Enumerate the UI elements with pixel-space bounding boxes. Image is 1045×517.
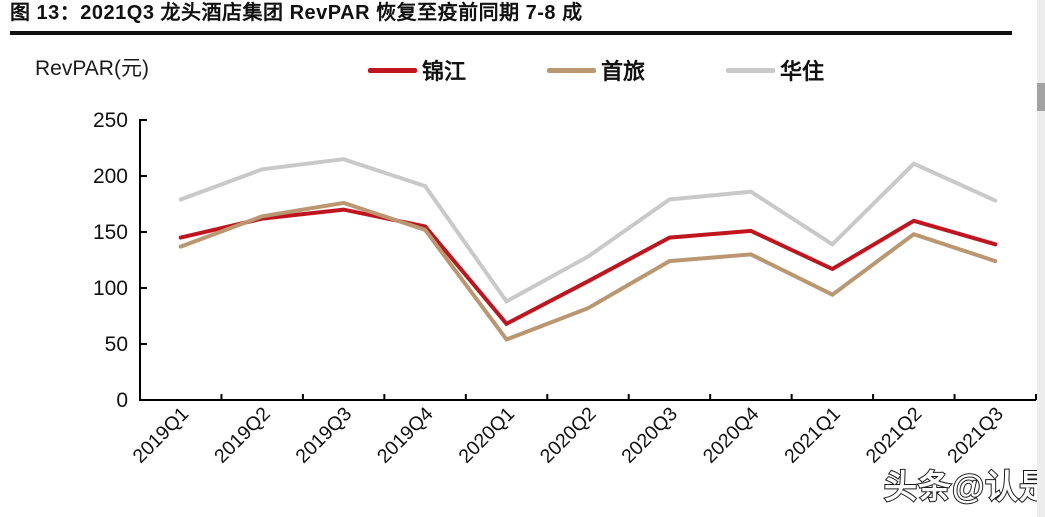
watermark: 头条@认是 bbox=[883, 467, 1045, 506]
legend-label-jinjiang: 锦江 bbox=[422, 59, 467, 84]
legend-item-jinjiang: 锦江 bbox=[368, 56, 466, 84]
y-tick-label: 0 bbox=[116, 389, 128, 412]
title-divider bbox=[10, 31, 1012, 35]
legend-label-huazhu: 华住 bbox=[780, 59, 825, 84]
y-axis-unit-label: RevPAR(元) bbox=[35, 57, 149, 80]
legend-swatch-jinjiang bbox=[368, 67, 417, 73]
y-tick-label: 200 bbox=[93, 165, 128, 188]
x-tick-label: 2020Q2 bbox=[536, 403, 601, 468]
x-tick-label: 2021Q1 bbox=[780, 403, 845, 468]
legend-swatch-huazhu bbox=[726, 67, 775, 73]
series-line-0 bbox=[178, 207, 998, 327]
x-tick-label: 2019Q4 bbox=[373, 403, 438, 468]
y-tick-label: 250 bbox=[93, 109, 128, 132]
chart-legend: 锦江 首旅 华住 bbox=[0, 56, 1045, 84]
x-tick-label: 2019Q2 bbox=[210, 403, 275, 468]
y-tick-label: 50 bbox=[105, 333, 128, 356]
series-line-1 bbox=[178, 200, 998, 342]
legend-item-shoulv: 首旅 bbox=[547, 56, 645, 84]
x-tick-label: 2019Q3 bbox=[292, 403, 357, 468]
scrollbar-thumb[interactable] bbox=[1037, 83, 1045, 111]
x-tick-label: 2019Q1 bbox=[129, 403, 194, 468]
legend-item-huazhu: 华住 bbox=[726, 56, 824, 84]
x-tick-label: 2020Q1 bbox=[454, 403, 519, 468]
figure-title: 图 13：2021Q3 龙头酒店集团 RevPAR 恢复至疫前同期 7-8 成 bbox=[10, 2, 583, 24]
legend-label-shoulv: 首旅 bbox=[601, 59, 646, 84]
scrollbar-track[interactable] bbox=[1037, 0, 1045, 517]
y-tick-label: 150 bbox=[93, 221, 128, 244]
y-tick-label: 100 bbox=[93, 277, 128, 300]
x-tick-label: 2021Q2 bbox=[862, 403, 927, 468]
x-tick-label: 2020Q4 bbox=[699, 403, 764, 468]
x-tick-label: 2021Q3 bbox=[943, 403, 1008, 468]
legend-swatch-shoulv bbox=[547, 67, 596, 73]
x-tick-label: 2020Q3 bbox=[617, 403, 682, 468]
series-line-2 bbox=[178, 157, 998, 305]
